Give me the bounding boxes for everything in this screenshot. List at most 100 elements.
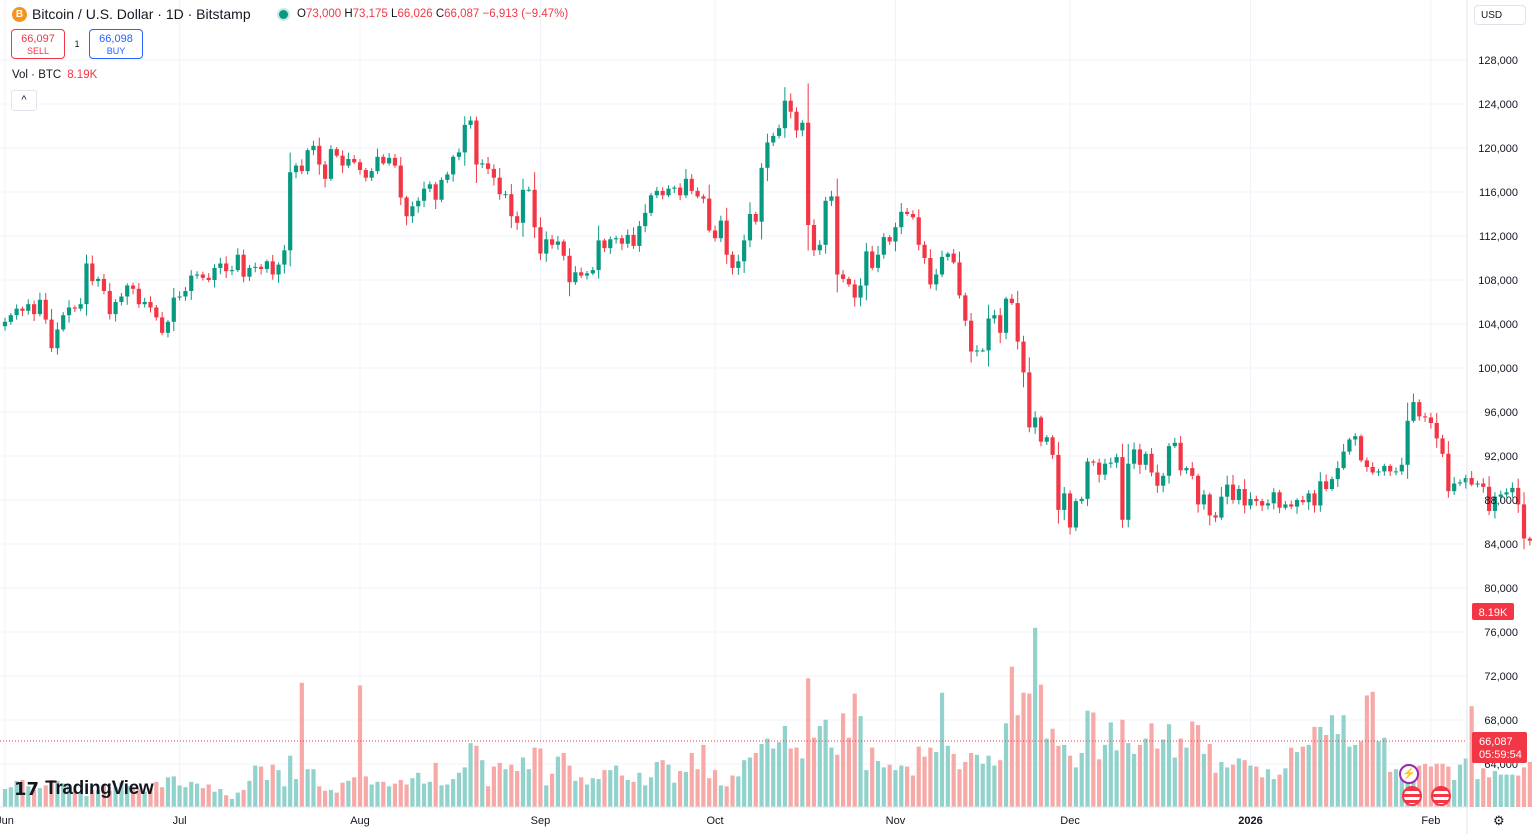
candle-body	[718, 220, 723, 239]
candle-body	[317, 145, 322, 165]
volume-bar	[712, 770, 718, 807]
volume-bar	[1079, 753, 1084, 807]
volume-bar	[136, 789, 141, 807]
volume-bar	[846, 737, 851, 807]
candle-body	[369, 171, 374, 178]
volume-bar	[206, 784, 211, 807]
candle-body	[20, 308, 25, 311]
volume-bar	[468, 743, 473, 807]
volume-bar	[1172, 757, 1177, 807]
volume-bar	[305, 769, 310, 807]
volume-bar	[806, 678, 811, 807]
volume-bar	[1329, 715, 1335, 807]
candle-body	[1213, 515, 1218, 518]
candle-body	[1347, 439, 1352, 452]
candle-body	[1492, 496, 1498, 511]
volume-bar	[253, 765, 258, 807]
candle-body	[1446, 453, 1451, 492]
candle-body	[299, 165, 304, 172]
candle-body	[1318, 481, 1323, 506]
candle-body	[782, 100, 787, 129]
collapse-legend-button[interactable]: ^	[11, 90, 37, 111]
volume-bar	[1289, 747, 1294, 807]
candle-body	[1277, 492, 1282, 508]
candle-body	[928, 258, 933, 285]
candle-body	[125, 285, 130, 297]
lightning-event-icon[interactable]: ⚡	[1399, 764, 1419, 784]
us-flag-event-icon-2[interactable]	[1431, 786, 1451, 806]
candle-body	[916, 217, 921, 245]
symbol-title[interactable]: Bitcoin / U.S. Dollar · 1D · Bitstamp	[32, 6, 251, 22]
volume-bar	[14, 780, 19, 807]
volume-bar	[1073, 767, 1078, 807]
sell-button[interactable]: 66,097 SELL	[11, 29, 65, 59]
candle-body	[253, 266, 258, 268]
tradingview-logo[interactable]: 17 TradingView	[14, 778, 154, 800]
volume-bar	[177, 785, 182, 807]
settings-gear-icon[interactable]: ⚙	[1493, 813, 1505, 828]
volume-bar	[491, 766, 496, 807]
price-tick-label: 96,000	[1484, 407, 1518, 419]
volume-bar	[893, 770, 898, 807]
candle-body	[288, 172, 293, 251]
candle-body	[206, 277, 211, 280]
volume-bar	[1236, 758, 1241, 807]
volume-bar	[282, 786, 287, 807]
candle-body	[945, 253, 950, 257]
price-tick-label: 104,000	[1478, 319, 1518, 331]
candle-body	[311, 145, 316, 151]
market-open-icon	[279, 10, 288, 19]
candle-body	[509, 194, 514, 217]
volume-bar	[829, 747, 834, 807]
us-flag-event-icon[interactable]	[1402, 786, 1422, 806]
volume-bar	[1417, 765, 1422, 807]
candle-body	[1498, 494, 1503, 497]
volume-bar	[1469, 706, 1474, 807]
candle-body	[596, 240, 601, 271]
volume-bar	[235, 792, 240, 807]
volume-bar	[61, 783, 66, 807]
volume-bar	[520, 757, 526, 807]
volume-bar	[1027, 693, 1032, 807]
volume-bar	[794, 747, 799, 807]
candle-body	[282, 250, 287, 265]
volume-bar	[160, 787, 165, 807]
low-value: 66,026	[397, 8, 433, 20]
candle-body	[887, 237, 892, 242]
candle-body	[1329, 479, 1335, 489]
candle-body	[1417, 402, 1422, 417]
volume-bar	[1021, 692, 1026, 807]
time-tick-label: Nov	[886, 815, 906, 827]
tradingview-wordmark: TradingView	[45, 778, 154, 799]
buy-button[interactable]: 66,098 BUY	[89, 29, 143, 59]
volume-bar	[1353, 744, 1358, 807]
candle-body	[328, 149, 334, 179]
volume-bar	[963, 762, 968, 807]
volume-legend[interactable]: Vol · BTC 8.19K	[12, 69, 97, 81]
candle-body	[456, 152, 462, 157]
candle-body	[1009, 298, 1014, 304]
volume-bar	[660, 760, 665, 807]
volume-bar	[532, 747, 537, 807]
volume-bar	[1347, 746, 1352, 807]
candle-body	[590, 270, 595, 274]
volume-bar	[614, 765, 619, 807]
candle-body	[1149, 453, 1154, 473]
candle-body	[602, 240, 607, 249]
candle-body	[1067, 493, 1073, 528]
volume-bar	[1184, 747, 1189, 807]
volume-bar	[916, 746, 921, 807]
volume-bar	[1306, 744, 1311, 807]
volume-bar	[1382, 737, 1387, 807]
volume-bar	[189, 781, 194, 807]
volume-bar	[765, 738, 770, 807]
candle-body	[293, 165, 299, 173]
volume-bar	[579, 777, 584, 807]
spread-value: 1	[74, 39, 80, 49]
volume-bar	[148, 788, 153, 807]
volume-bar	[229, 798, 235, 807]
currency-select[interactable]: USD	[1474, 5, 1526, 25]
sell-label: SELL	[26, 46, 50, 56]
candle-body	[1300, 500, 1305, 503]
